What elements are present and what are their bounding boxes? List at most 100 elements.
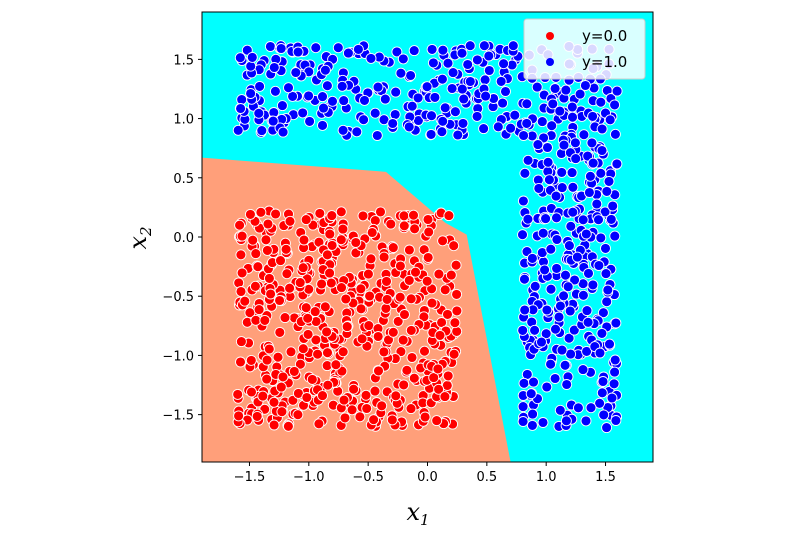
point-class-1 bbox=[563, 332, 575, 344]
point-class-1 bbox=[562, 281, 574, 293]
point-class-1 bbox=[292, 46, 304, 58]
point-class-1 bbox=[560, 84, 572, 96]
point-class-0 bbox=[294, 277, 306, 289]
point-class-1 bbox=[582, 316, 594, 328]
point-class-1 bbox=[574, 88, 586, 100]
point-class-0 bbox=[251, 410, 263, 422]
point-class-0 bbox=[418, 311, 430, 323]
point-class-1 bbox=[426, 110, 437, 122]
point-class-1 bbox=[608, 378, 620, 390]
point-class-1 bbox=[505, 122, 517, 134]
point-class-1 bbox=[421, 81, 433, 93]
point-class-0 bbox=[434, 329, 446, 341]
point-class-1 bbox=[609, 354, 621, 366]
point-class-1 bbox=[519, 273, 530, 285]
point-class-1 bbox=[517, 195, 529, 207]
point-class-0 bbox=[410, 266, 421, 278]
point-class-1 bbox=[317, 91, 328, 103]
point-class-0 bbox=[257, 390, 269, 402]
point-class-0 bbox=[233, 410, 245, 422]
point-class-0 bbox=[451, 288, 463, 300]
point-class-1 bbox=[517, 229, 528, 241]
point-class-1 bbox=[462, 59, 474, 70]
point-class-0 bbox=[245, 354, 257, 366]
point-class-1 bbox=[606, 392, 618, 404]
point-class-0 bbox=[337, 346, 349, 358]
x-tick-label: −0.5 bbox=[352, 470, 384, 485]
point-class-1 bbox=[452, 129, 464, 141]
y-tick-label: −1.0 bbox=[162, 349, 194, 364]
point-class-1 bbox=[426, 43, 438, 55]
point-class-1 bbox=[598, 409, 610, 421]
point-class-0 bbox=[381, 293, 393, 305]
point-class-1 bbox=[234, 52, 246, 64]
point-class-1 bbox=[596, 387, 608, 399]
point-class-0 bbox=[324, 267, 336, 279]
point-class-1 bbox=[256, 125, 268, 137]
point-class-1 bbox=[560, 415, 572, 427]
point-class-1 bbox=[497, 97, 509, 109]
point-class-1 bbox=[594, 397, 606, 409]
point-class-1 bbox=[605, 213, 617, 225]
point-class-1 bbox=[269, 85, 281, 97]
point-class-1 bbox=[387, 118, 399, 129]
point-class-1 bbox=[581, 305, 593, 317]
point-class-0 bbox=[419, 345, 430, 357]
point-class-0 bbox=[338, 394, 350, 406]
point-class-0 bbox=[239, 295, 251, 307]
point-class-1 bbox=[327, 95, 338, 107]
point-class-1 bbox=[276, 100, 288, 112]
point-class-0 bbox=[255, 206, 267, 218]
point-class-0 bbox=[373, 365, 384, 377]
point-class-0 bbox=[335, 234, 347, 246]
point-class-0 bbox=[253, 304, 265, 316]
point-class-1 bbox=[336, 80, 348, 92]
point-class-0 bbox=[405, 324, 417, 336]
point-class-1 bbox=[436, 126, 448, 138]
point-class-1 bbox=[545, 243, 557, 255]
point-class-0 bbox=[270, 208, 282, 220]
y-tick-label: 1.5 bbox=[173, 53, 194, 68]
point-class-1 bbox=[471, 110, 483, 122]
x-tick-label: 1.5 bbox=[595, 470, 616, 485]
point-class-1 bbox=[492, 121, 504, 133]
point-class-1 bbox=[245, 88, 257, 99]
point-class-1 bbox=[593, 260, 605, 271]
point-class-1 bbox=[587, 110, 599, 122]
point-class-0 bbox=[403, 274, 415, 286]
point-class-0 bbox=[297, 262, 309, 274]
point-class-1 bbox=[517, 324, 529, 336]
point-class-0 bbox=[419, 411, 431, 423]
point-class-1 bbox=[551, 234, 563, 245]
point-class-0 bbox=[249, 280, 261, 292]
point-class-0 bbox=[383, 334, 394, 346]
point-class-1 bbox=[599, 206, 611, 218]
point-class-0 bbox=[399, 309, 410, 320]
point-class-0 bbox=[394, 291, 406, 303]
point-class-1 bbox=[439, 102, 451, 114]
point-class-1 bbox=[522, 154, 534, 166]
point-class-1 bbox=[517, 401, 529, 413]
point-class-1 bbox=[425, 128, 437, 140]
point-class-0 bbox=[340, 293, 352, 305]
point-class-1 bbox=[536, 116, 548, 128]
point-class-1 bbox=[337, 124, 349, 136]
point-class-1 bbox=[495, 75, 507, 87]
point-class-1 bbox=[405, 70, 417, 81]
point-class-1 bbox=[611, 158, 623, 170]
point-class-1 bbox=[283, 82, 294, 94]
point-class-0 bbox=[274, 295, 286, 306]
point-class-0 bbox=[316, 278, 328, 290]
point-class-1 bbox=[264, 41, 276, 52]
point-class-1 bbox=[427, 57, 439, 69]
point-class-0 bbox=[325, 277, 337, 289]
point-class-0 bbox=[261, 373, 273, 385]
point-class-0 bbox=[387, 242, 399, 254]
point-class-0 bbox=[281, 268, 293, 280]
point-class-0 bbox=[355, 283, 367, 295]
point-class-1 bbox=[480, 90, 492, 102]
point-class-1 bbox=[352, 43, 364, 55]
point-class-0 bbox=[263, 272, 275, 284]
point-class-1 bbox=[449, 106, 461, 118]
point-class-1 bbox=[559, 359, 571, 371]
